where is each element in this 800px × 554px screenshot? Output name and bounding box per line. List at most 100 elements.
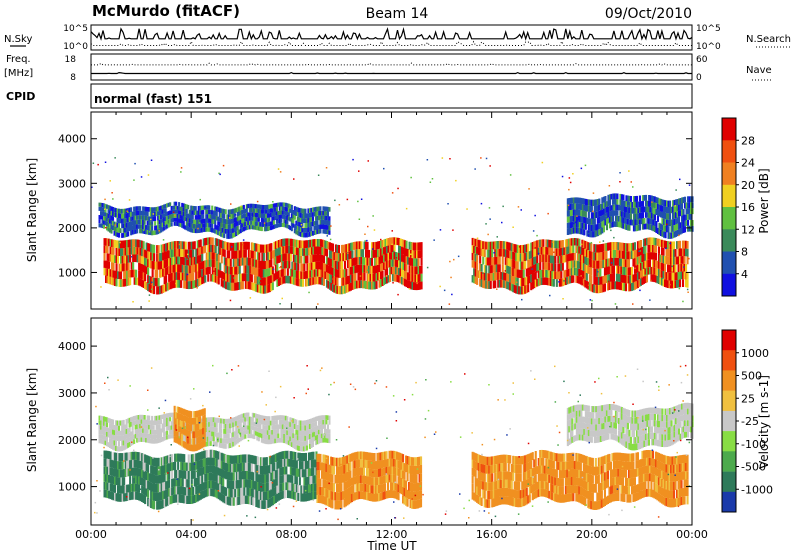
range-time-cell	[678, 210, 681, 217]
range-time-cell	[300, 493, 303, 502]
range-time-cell	[584, 256, 587, 265]
range-time-cell	[507, 266, 510, 274]
range-time-cell	[320, 462, 323, 471]
colorbar-swatch	[722, 140, 736, 163]
scatter-speckle	[392, 282, 394, 284]
range-time-cell	[515, 252, 518, 261]
range-time-cell	[388, 450, 391, 459]
range-time-cell	[199, 254, 202, 263]
range-time-cell	[420, 456, 423, 465]
range-time-cell	[270, 497, 273, 507]
range-time-cell	[105, 466, 108, 475]
range-time-cell	[497, 488, 500, 498]
range-time-cell	[297, 247, 300, 256]
range-time-cell	[381, 278, 384, 286]
range-time-cell	[329, 482, 332, 491]
range-time-cell	[570, 253, 573, 261]
range-time-cell	[143, 211, 146, 216]
range-time-cell	[203, 218, 206, 224]
range-time-cell	[402, 270, 405, 278]
scatter-speckle	[450, 276, 452, 279]
range-time-cell	[228, 463, 231, 472]
range-time-cell	[255, 259, 258, 268]
range-time-cell	[292, 218, 295, 224]
range-time-cell	[155, 206, 158, 212]
range-time-cell	[291, 246, 294, 254]
range-time-cell	[277, 468, 280, 477]
range-time-cell	[247, 221, 250, 226]
range-time-cell	[295, 247, 298, 256]
range-time-cell	[482, 481, 485, 490]
range-time-cell	[272, 220, 275, 225]
range-time-cell	[316, 462, 319, 471]
range-time-cell	[378, 279, 381, 288]
range-time-cell	[127, 227, 130, 232]
range-time-cell	[265, 474, 268, 483]
range-time-cell	[120, 453, 123, 462]
range-time-cell	[578, 203, 581, 210]
scatter-speckle	[466, 208, 468, 210]
range-time-cell	[575, 215, 578, 222]
range-time-cell	[396, 459, 399, 468]
range-time-cell	[342, 253, 345, 262]
range-time-cell	[225, 257, 228, 266]
range-time-cell	[248, 208, 251, 213]
range-time-cell	[142, 206, 145, 211]
range-time-cell	[495, 264, 498, 273]
freq-label: Freq.	[6, 54, 31, 65]
range-time-cell	[503, 272, 506, 281]
range-time-cell	[414, 474, 417, 484]
range-time-cell	[205, 259, 208, 268]
scatter-speckle	[580, 243, 583, 246]
range-time-cell	[339, 269, 342, 278]
range-time-cell	[343, 481, 346, 491]
range-time-cell	[195, 453, 198, 462]
range-time-cell	[637, 207, 640, 214]
colorbar-tick-label: 4	[741, 268, 748, 281]
scatter-speckle	[602, 240, 605, 242]
range-time-cell	[358, 264, 361, 273]
range-time-cell	[551, 271, 554, 279]
range-time-cell	[125, 213, 128, 218]
range-time-cell	[546, 254, 549, 263]
range-time-cell	[307, 492, 310, 501]
range-time-cell	[378, 248, 381, 257]
range-time-cell	[575, 275, 578, 283]
range-time-cell	[219, 468, 222, 477]
range-time-cell	[146, 207, 149, 212]
range-time-cell	[310, 207, 313, 213]
range-time-cell	[561, 247, 564, 256]
range-time-cell	[641, 246, 644, 255]
range-time-cell	[338, 474, 341, 484]
range-time-cell	[491, 456, 494, 465]
range-time-cell	[205, 267, 208, 275]
scatter-speckle	[687, 291, 689, 293]
range-time-cell	[626, 275, 629, 284]
range-time-cell	[111, 262, 114, 270]
scatter-speckle	[385, 275, 388, 277]
range-time-cell	[112, 476, 115, 485]
range-time-cell	[180, 272, 183, 281]
range-time-cell	[331, 482, 334, 492]
range-time-cell	[235, 231, 238, 237]
range-time-cell	[685, 220, 688, 227]
range-time-cell	[117, 255, 120, 264]
range-time-cell	[199, 219, 202, 224]
range-time-cell	[354, 249, 357, 258]
range-time-cell	[282, 482, 285, 491]
range-time-cell	[310, 491, 313, 500]
range-time-cell	[315, 276, 318, 285]
range-time-cell	[639, 262, 642, 271]
range-time-cell	[335, 492, 338, 501]
cpid-value: normal (fast) 151	[94, 92, 212, 106]
range-time-cell	[181, 257, 184, 265]
range-time-cell	[216, 474, 219, 483]
range-time-cell	[405, 279, 408, 288]
range-time-cell	[411, 281, 414, 290]
range-time-cell	[214, 206, 217, 211]
range-time-cell	[341, 474, 344, 483]
range-time-cell	[115, 231, 118, 237]
range-time-cell	[412, 483, 415, 492]
range-time-cell	[325, 488, 328, 497]
range-time-cell	[516, 244, 519, 254]
